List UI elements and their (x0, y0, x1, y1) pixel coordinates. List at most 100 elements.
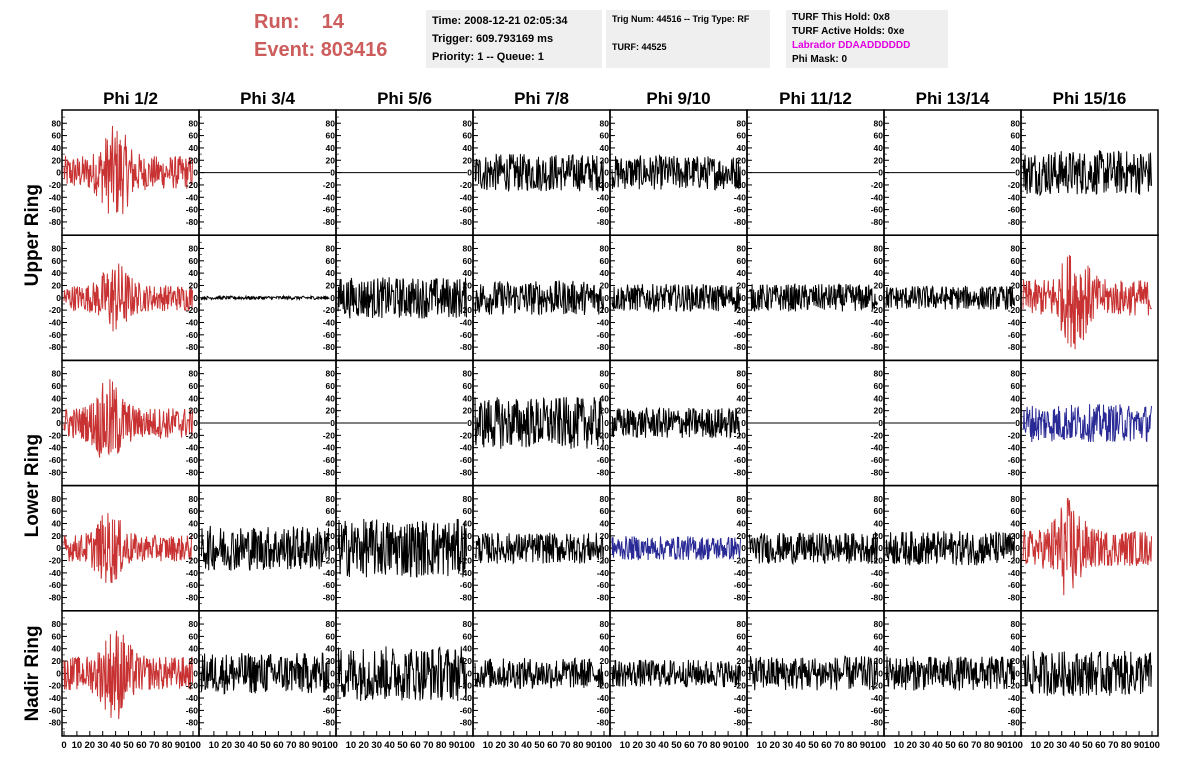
waveform-trace (611, 407, 741, 439)
y-tick-label: -40 (186, 317, 199, 327)
y-tick-label: 20 (600, 406, 610, 416)
y-tick-label: 20 (189, 406, 199, 416)
y-tick-label: 20 (326, 531, 336, 541)
y-tick-label: 40 (326, 644, 336, 654)
y-tick-label: 80 (326, 243, 336, 253)
event-value: 803416 (320, 39, 388, 61)
y-tick-label: -20 (734, 430, 747, 440)
x-tick-label: 40 (521, 740, 532, 751)
y-tick-label: -60 (597, 330, 610, 340)
y-tick-label: -20 (597, 556, 610, 566)
x-tick-label: 0 (61, 740, 66, 751)
y-tick-label: 20 (1011, 280, 1021, 290)
y-tick-label: 20 (874, 406, 884, 416)
x-tick-label: 70 (697, 740, 708, 751)
y-tick-label: -20 (49, 681, 62, 691)
y-tick-label: -40 (734, 443, 747, 453)
y-tick-label: 20 (874, 280, 884, 290)
x-tick-label: 30 (919, 740, 930, 751)
y-tick-label: 40 (1011, 644, 1021, 654)
y-tick-label: 80 (463, 243, 473, 253)
y-tick-label: 20 (52, 280, 62, 290)
y-tick-label: 40 (1011, 143, 1021, 153)
y-tick-label: -20 (734, 305, 747, 315)
x-tick-label: 90 (312, 740, 323, 751)
y-tick-label: 20 (463, 280, 473, 290)
y-tick-label: -40 (871, 443, 884, 453)
waveform-trace (885, 531, 1015, 566)
y-tick-label: -80 (597, 467, 610, 477)
y-tick-label: -60 (49, 580, 62, 590)
y-tick-label: 80 (737, 619, 747, 629)
waveform-trace (611, 659, 741, 688)
y-tick-label: -20 (186, 305, 199, 315)
labrador-text: Labrador DDAADDDDDD (792, 40, 911, 51)
y-tick-label: -60 (49, 205, 62, 215)
y-tick-label: -40 (1008, 443, 1021, 453)
column-header: Phi 5/6 (377, 89, 432, 108)
waveform-trace (748, 655, 878, 691)
y-tick-label: 0 (878, 668, 883, 678)
x-tick-label: 20 (359, 740, 370, 751)
y-tick-label: 40 (189, 644, 199, 654)
y-tick-label: -60 (460, 705, 473, 715)
run-value: 14 (321, 11, 345, 33)
y-tick-label: 80 (52, 619, 62, 629)
column-header: Phi 3/4 (240, 89, 295, 108)
x-tick-label: 30 (97, 740, 108, 751)
y-tick-label: 40 (52, 519, 62, 529)
y-tick-label: -40 (460, 568, 473, 578)
y-tick-label: -40 (1008, 568, 1021, 578)
y-tick-label: -20 (186, 681, 199, 691)
x-tick-label: 90 (175, 740, 186, 751)
y-tick-label: 80 (600, 243, 610, 253)
y-tick-label: -20 (460, 430, 473, 440)
x-tick-label: 50 (397, 740, 408, 751)
y-tick-label: -60 (323, 205, 336, 215)
y-tick-label: -40 (323, 192, 336, 202)
y-tick-label: 60 (189, 631, 199, 641)
y-tick-label: 40 (463, 644, 473, 654)
y-tick-label: -40 (460, 693, 473, 703)
y-tick-label: 40 (52, 644, 62, 654)
y-tick-label: -80 (49, 593, 62, 603)
waveform-trace (611, 283, 741, 314)
y-tick-label: -60 (734, 705, 747, 715)
column-header: Phi 9/10 (646, 89, 710, 108)
y-tick-label: -40 (1008, 693, 1021, 703)
y-tick-label: -60 (49, 330, 62, 340)
y-tick-label: 20 (1011, 656, 1021, 666)
y-tick-label: 20 (189, 155, 199, 165)
y-tick-label: -40 (49, 568, 62, 578)
y-tick-label: 60 (600, 381, 610, 391)
y-tick-label: -80 (186, 467, 199, 477)
y-tick-label: -20 (871, 681, 884, 691)
waveform-trace (885, 285, 1015, 310)
y-tick-label: 40 (737, 519, 747, 529)
y-tick-label: -40 (49, 443, 62, 453)
x-tick-label: 40 (1069, 740, 1080, 751)
y-tick-label: -40 (734, 693, 747, 703)
y-tick-label: -80 (734, 593, 747, 603)
x-tick-label: 100 (322, 740, 338, 751)
y-tick-label: -60 (186, 205, 199, 215)
y-tick-label: 40 (463, 519, 473, 529)
y-tick-label: 60 (326, 381, 336, 391)
y-tick-label: 80 (874, 369, 884, 379)
y-tick-label: -80 (323, 342, 336, 352)
column-header: Phi 11/12 (779, 89, 852, 108)
x-tick-label: 60 (410, 740, 421, 751)
y-tick-label: 0 (467, 168, 472, 178)
y-tick-label: 80 (463, 494, 473, 504)
x-tick-label: 40 (247, 740, 258, 751)
y-tick-label: -40 (597, 192, 610, 202)
y-tick-label: 0 (193, 668, 198, 678)
y-tick-label: 80 (874, 243, 884, 253)
y-tick-label: 40 (52, 268, 62, 278)
y-tick-label: 60 (1011, 381, 1021, 391)
y-tick-label: -80 (49, 467, 62, 477)
y-tick-label: -20 (460, 681, 473, 691)
y-tick-label: 80 (874, 118, 884, 128)
x-tick-label: 50 (123, 740, 134, 751)
y-tick-label: -80 (186, 342, 199, 352)
